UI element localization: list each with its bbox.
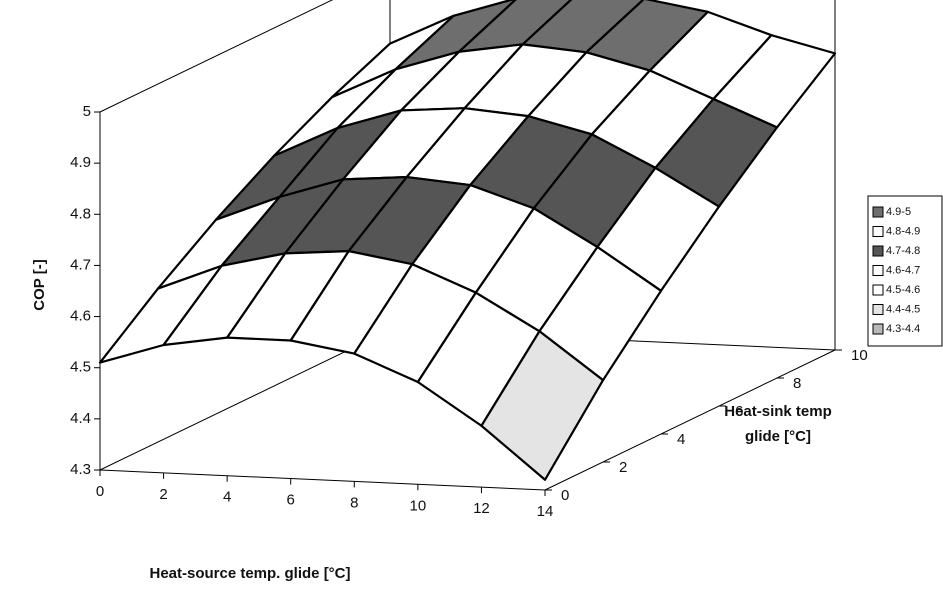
- x-tick-label: 4: [223, 489, 231, 506]
- x-tick-label: 0: [96, 483, 104, 500]
- axis-line: [544, 349, 836, 491]
- box-edge: [99, 0, 334, 113]
- y-axis-title-line: Heat-sink temp: [724, 403, 832, 420]
- y-axis-title-line: glide [°C]: [745, 428, 811, 445]
- legend-label: 4.4-4.5: [886, 303, 920, 315]
- legend-swatch: [872, 304, 884, 315]
- legend-label: 4.8-4.9: [886, 225, 920, 237]
- legend-label: 4.7-4.8: [886, 245, 920, 257]
- legend-swatch: [872, 265, 884, 276]
- legend-swatch: [872, 284, 884, 296]
- z-tick-label: 4.4: [70, 410, 91, 427]
- y-tick-label: 6: [735, 403, 743, 420]
- z-tick-label: 5: [83, 103, 91, 120]
- y-tick-label: 0: [561, 487, 569, 504]
- y-tick-label: 2: [619, 459, 627, 476]
- y-tick-label: 4: [677, 431, 685, 448]
- box-edge: [99, 329, 391, 471]
- x-tick-label: 14: [537, 503, 554, 520]
- z-tick-label: 4.5: [70, 359, 91, 376]
- z-tick-label: 4.7: [70, 256, 91, 273]
- x-axis-title: Heat-source temp. glide [°C]: [149, 565, 350, 582]
- x-tick-label: 2: [159, 486, 167, 503]
- z-tick-label: 4.8: [70, 205, 91, 222]
- y-tick-label: 8: [793, 375, 801, 392]
- z-axis-title: COP [-]: [31, 259, 48, 310]
- legend-label: 4.3-4.4: [886, 323, 920, 335]
- x-tick-label: 12: [473, 500, 490, 517]
- legend-swatch: [872, 323, 884, 335]
- legend-label: 4.6-4.7: [886, 264, 920, 276]
- legend-swatch: [872, 245, 884, 257]
- axis-line: [99, 469, 546, 491]
- legend-label: 4.5-4.6: [886, 284, 920, 296]
- z-tick-label: 4.3: [70, 461, 91, 478]
- legend-swatch: [872, 206, 884, 218]
- x-tick-label: 8: [350, 494, 358, 511]
- y-tick-label: 10: [851, 347, 868, 364]
- z-tick-label: 4.6: [70, 308, 91, 325]
- surface-cell: [480, 330, 605, 481]
- legend-swatch: [872, 226, 884, 237]
- legend-label: 4.9-5: [886, 206, 911, 218]
- x-tick-label: 10: [410, 497, 427, 514]
- x-tick-label: 6: [287, 492, 295, 509]
- z-tick-label: 4.9: [70, 154, 91, 171]
